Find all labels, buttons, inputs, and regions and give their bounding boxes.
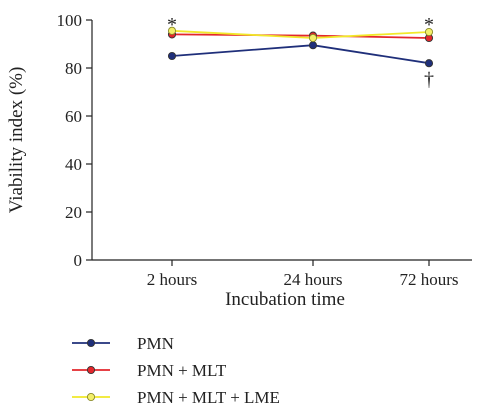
data-point <box>424 27 434 37</box>
data-point <box>308 33 318 43</box>
series-line <box>171 44 430 65</box>
y-tick-label: 60 <box>65 107 82 126</box>
y-tick-label: 0 <box>74 251 83 270</box>
legend-swatch-marker <box>86 338 96 348</box>
y-tick-label: 40 <box>65 155 82 174</box>
x-axis-label: Incubation time <box>225 289 345 310</box>
significance-marker: * <box>424 14 434 36</box>
series-lines <box>171 29 430 65</box>
data-point <box>167 26 177 35</box>
y-axis-label: Viability index (%) <box>6 67 27 214</box>
annotations: * * † <box>167 14 434 91</box>
legend-entry: PMN + MLT + LME <box>137 388 280 407</box>
significance-marker: † <box>424 69 434 91</box>
y-tick-label: 20 <box>65 203 82 222</box>
data-point <box>424 59 434 68</box>
series-markers <box>167 26 434 68</box>
x-tick-label: 2 hours <box>147 270 198 289</box>
x-tick-label: 72 hours <box>399 270 458 289</box>
data-point <box>308 41 318 50</box>
axes <box>91 20 472 261</box>
legend: PMN PMN + MLT PMN + MLT + LME <box>72 334 280 407</box>
legend-swatch-marker <box>86 392 96 402</box>
legend-entry: PMN + MLT <box>137 361 227 380</box>
y-axis-ticks: 0 20 40 60 80 100 <box>57 11 92 270</box>
y-tick-label: 100 <box>57 11 83 30</box>
significance-marker: * <box>167 14 177 36</box>
y-tick-label: 80 <box>65 59 82 78</box>
legend-entry: PMN <box>137 334 174 353</box>
x-tick-label: 24 hours <box>283 270 342 289</box>
legend-swatch-marker <box>86 365 96 375</box>
data-point <box>167 51 177 61</box>
x-axis-ticks: 2 hours 24 hours 72 hours <box>147 260 459 289</box>
